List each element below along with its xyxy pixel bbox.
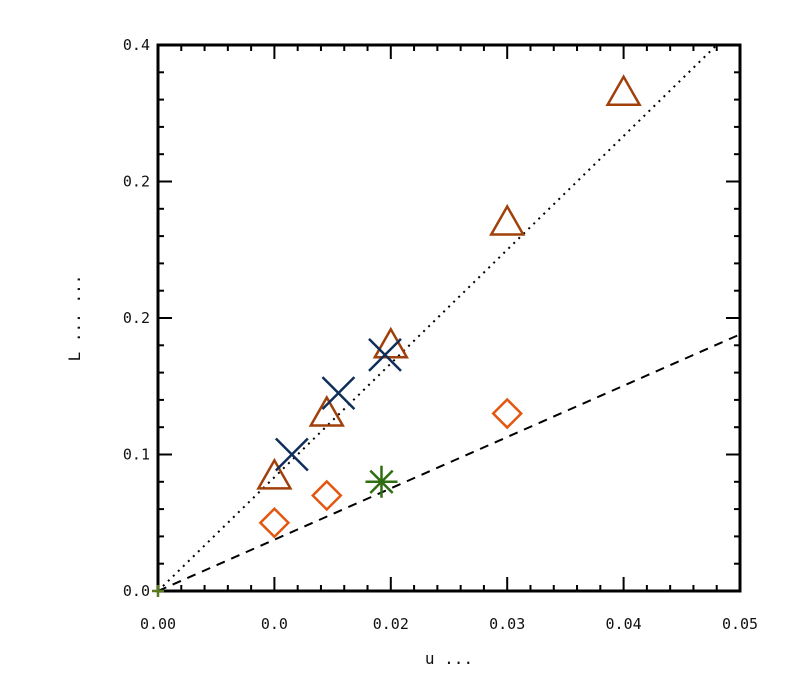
x-tick-label: 0.05 [722,615,758,633]
x-point [274,437,309,472]
x-point [368,337,402,372]
fit-line-2 [157,333,741,592]
y-tick-label: 0.2 [123,309,150,327]
y-tick-label: 0.2 [123,173,150,191]
triangle-point [256,457,293,490]
diamond-point [491,397,523,430]
x-tick-label: 0.00 [140,615,176,633]
x-point [321,376,356,410]
diamond-point [311,479,343,512]
plot-frame [156,43,742,593]
x-tick-label: 0.03 [489,615,525,633]
triangle-point [308,395,345,427]
plus-point [152,585,164,597]
y-axis-label: L ... ... [65,275,84,362]
fit-line-1 [157,44,718,592]
data-points [152,74,642,597]
axis-ticks [157,44,741,592]
triangle-point [489,203,526,236]
diamond-point [258,506,291,539]
y-tick-label: 0.4 [123,36,150,54]
asterisk-point [365,465,398,498]
tick-labels: 0.00 0.0 0.02 0.03 0.04 0.05 0.0 0.1 0.2 0.2 0.4 [123,36,758,633]
y-tick-label: 0.0 [123,582,150,600]
x-axis-label: u ... [425,649,473,668]
fit-lines [157,44,741,592]
x-tick-label: 0.02 [373,615,409,633]
triangle-point [605,74,642,107]
x-tick-label: 0.04 [606,615,642,633]
triangle-point [372,326,409,359]
y-tick-label: 0.1 [123,446,150,464]
x-tick-label: 0.0 [261,615,288,633]
